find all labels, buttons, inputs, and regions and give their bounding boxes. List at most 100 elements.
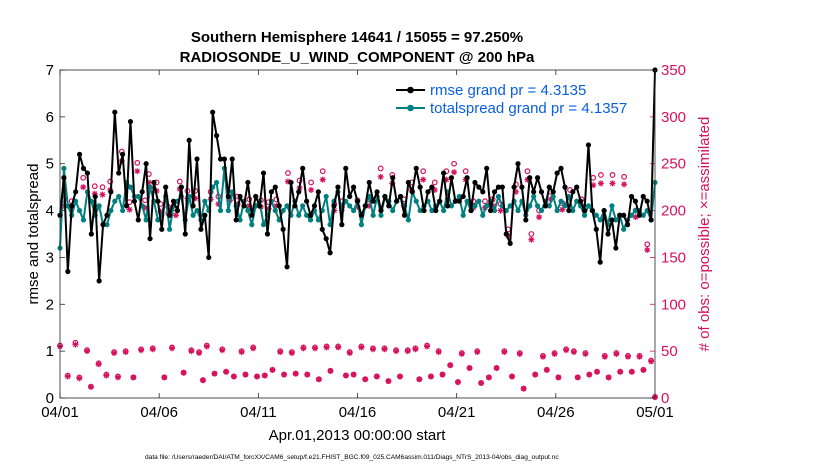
- obs-assimilated-marker: [640, 366, 647, 373]
- rmse-point: [339, 222, 345, 228]
- obs-assimilated-marker: [466, 365, 473, 372]
- obs-assimilated-marker: [358, 344, 365, 351]
- spread-point: [527, 203, 533, 209]
- y-tick-label: 6: [46, 109, 54, 126]
- obs-assimilated-marker: [551, 350, 558, 357]
- spread-point: [562, 203, 568, 209]
- y2-tick-label: 150: [661, 249, 686, 266]
- rmse-point: [213, 133, 220, 139]
- rmse-point: [433, 207, 439, 214]
- obs-assimilated-marker: [91, 190, 98, 197]
- spread-point: [456, 193, 462, 200]
- rmse-point: [92, 193, 98, 200]
- spread-point: [621, 226, 627, 232]
- rmse-point: [452, 198, 458, 204]
- rmse-point: [382, 193, 388, 200]
- obs-possible-marker: [524, 168, 531, 175]
- obs-assimilated-marker: [570, 349, 577, 356]
- obs-assimilated-marker: [157, 208, 164, 215]
- rmse-point: [648, 217, 654, 223]
- rmse-point: [624, 222, 631, 228]
- obs-assimilated-marker: [439, 371, 446, 378]
- rmse-point: [554, 170, 560, 176]
- spread-point: [135, 193, 141, 200]
- obs-possible-marker: [285, 170, 291, 176]
- obs-assimilated-marker: [512, 188, 519, 195]
- obs-assimilated-marker: [95, 361, 102, 368]
- rmse-point: [578, 198, 584, 204]
- obs-assimilated-marker: [169, 345, 176, 352]
- spread-point: [120, 207, 126, 214]
- obs-assimilated-marker: [103, 372, 110, 379]
- rmse-point: [233, 217, 239, 223]
- obs-assimilated-marker: [478, 380, 485, 387]
- rmse-point: [116, 170, 122, 176]
- obs-assimilated-marker: [501, 349, 508, 356]
- obs-assimilated-marker: [644, 246, 651, 253]
- rmse-point: [245, 179, 251, 186]
- spread-point: [476, 198, 482, 204]
- obs-assimilated-marker: [377, 173, 384, 180]
- rmse-point: [292, 203, 298, 209]
- obs-assimilated-marker: [362, 376, 369, 383]
- spread-point: [284, 203, 290, 209]
- obs-assimilated-marker: [385, 378, 392, 385]
- spread-point: [464, 198, 470, 204]
- rmse-point: [378, 207, 384, 214]
- spread-point: [570, 207, 576, 214]
- rmse-point: [61, 175, 67, 181]
- rmse-point: [241, 203, 247, 209]
- obs-possible-marker: [598, 172, 604, 178]
- spread-point: [323, 193, 329, 200]
- spread-point: [225, 207, 231, 214]
- spread-point: [507, 203, 513, 209]
- obs-assimilated-marker: [628, 368, 635, 375]
- rmse-point: [589, 207, 595, 214]
- obs-assimilated-marker: [632, 214, 639, 221]
- obs-possible-marker: [134, 159, 141, 166]
- rmse-point: [476, 184, 482, 190]
- rmse-point: [174, 207, 181, 214]
- obs-assimilated-marker: [126, 206, 133, 213]
- rmse-point: [558, 165, 564, 171]
- spread-point: [460, 212, 466, 218]
- rmse-point: [621, 212, 627, 218]
- rmse-point: [311, 203, 318, 209]
- rmse-point: [210, 109, 216, 115]
- obs-assimilated-marker: [601, 353, 608, 360]
- right-axis: 0 50 100 150 200 250 300 350: [650, 62, 686, 407]
- obs-assimilated-marker: [319, 176, 326, 183]
- rmse-point: [570, 189, 576, 195]
- rmse-point: [284, 264, 290, 270]
- obs-assimilated-marker: [304, 371, 311, 378]
- rmse-point: [315, 189, 321, 195]
- x-tick-label: 04/06: [140, 404, 178, 421]
- obs-assimilated-marker: [373, 373, 380, 380]
- rmse-point: [343, 165, 349, 171]
- obs-assimilated-marker: [555, 374, 562, 381]
- obs-possible-marker: [308, 179, 315, 186]
- spread-point: [441, 207, 447, 214]
- rmse-point: [425, 189, 431, 195]
- rmse-point: [170, 198, 177, 204]
- obs-assimilated-marker: [142, 204, 148, 211]
- rmse-point: [507, 240, 513, 246]
- obs-possible-marker: [609, 172, 616, 178]
- rmse-point: [487, 207, 494, 214]
- obs-assimilated-marker: [64, 373, 71, 380]
- obs-assimilated-marker: [342, 372, 349, 379]
- obs-assimilated-marker: [138, 347, 145, 354]
- spread-point: [484, 203, 490, 209]
- obs-assimilated-marker: [505, 232, 512, 239]
- obs-assimilated-marker: [416, 376, 423, 383]
- rmse-point: [550, 189, 556, 195]
- obs-assimilated-marker: [84, 348, 91, 355]
- obs-assimilated-marker: [300, 345, 307, 352]
- rmse-point: [609, 217, 615, 223]
- y2-tick-label: 200: [661, 203, 686, 220]
- rmse-point: [546, 184, 552, 190]
- obs-assimilated-marker: [605, 374, 612, 381]
- y2-axis-label: # of obs: o=possible; ×=assimilated: [696, 117, 713, 352]
- rmse-point: [491, 189, 498, 195]
- spread-point: [370, 212, 376, 218]
